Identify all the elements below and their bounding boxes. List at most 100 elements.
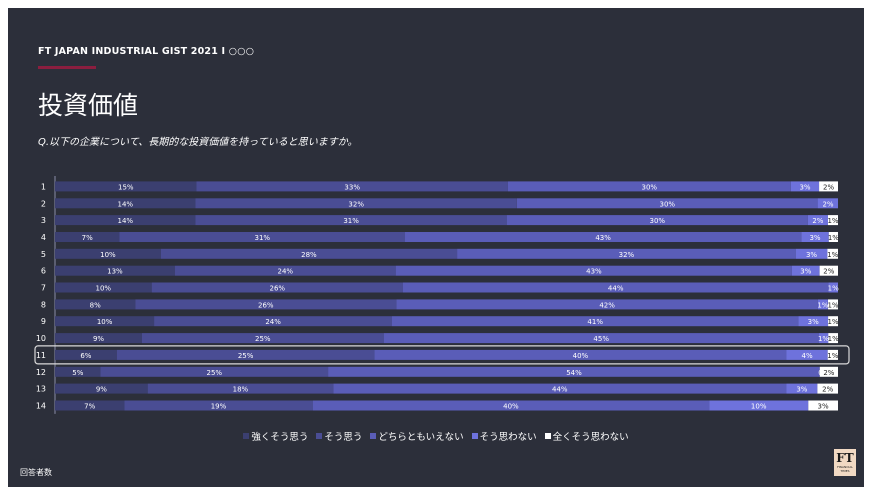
value-label: 9% [93,335,104,343]
value-label: 14% [118,200,134,208]
bar-segment [55,248,161,259]
bar-segment [55,383,148,394]
category-label: 11 [36,351,46,360]
value-label: 45% [593,335,609,343]
bar-segment [798,316,829,327]
value-label: 1% [827,352,838,360]
bar-segment [516,198,818,209]
legend-label: どちらともいえない [378,432,464,443]
value-label: 1% [827,251,838,259]
bar-segment [154,316,392,327]
value-label: 6% [80,352,91,360]
value-label: 3% [796,386,807,394]
category-label: 6 [41,267,46,276]
value-label: 31% [343,217,359,225]
legend-item: そう思わない [471,429,537,443]
bar-segment [801,232,829,242]
respondents-note: 回答者数 [20,468,52,477]
bar-segment [817,299,828,310]
value-label: 10% [100,251,116,259]
legend-label: そう思わない [479,432,537,443]
value-label: 24% [278,268,294,276]
value-label: 26% [258,301,274,309]
category-label: 14 [36,401,46,410]
value-label: 32% [619,251,635,259]
bar-segment [151,282,403,293]
bar-segment [709,400,809,411]
value-label: 10% [97,318,113,326]
value-label: 44% [552,386,568,394]
bar-segment [135,299,397,310]
bar-segment [807,215,828,226]
bar-segment [195,198,517,209]
legend-swatch [316,433,323,439]
value-label: 54% [566,369,582,377]
survey-question: Q.以下の企業について、長期的な投資価値を持っていると思いますか。 [38,137,358,148]
bar-segment [142,333,384,344]
value-label: 30% [660,200,676,208]
value-label: 32% [348,200,364,208]
category-label: 4 [41,233,46,242]
value-label: 3% [818,403,829,411]
value-label: 1% [827,301,838,309]
accent-line [38,66,96,69]
bar-segment [828,333,838,344]
value-label: 30% [650,217,666,225]
bar-segment [55,333,142,344]
category-label: 1 [41,182,46,191]
value-label: 13% [107,268,123,276]
bar-segment [828,299,838,310]
bar-segment [55,349,117,360]
bar-segment [328,366,820,377]
bar-segment [819,265,838,276]
category-label: 13 [36,385,46,394]
value-label: 5% [72,369,83,377]
value-label: 1% [818,335,829,343]
bar-segment [396,299,818,310]
bar-segment [196,181,508,192]
bar-segment [828,282,838,293]
bar-segment [195,215,507,226]
legend-label: 強くそう思う [251,432,309,443]
bar-segment [819,181,838,192]
value-label: 3% [799,183,810,191]
category-label: 10 [36,334,46,343]
bar-segment [828,232,838,242]
value-label: 7% [84,403,95,411]
page-title: 投資価値 [38,91,139,120]
value-label: 25% [207,369,223,377]
value-label: 2% [812,217,823,225]
value-label: 1% [828,285,839,293]
bar-segment [818,333,829,344]
bar-segment [403,282,829,293]
legend-item: 強くそう思う [243,429,308,443]
bar-segment [405,232,802,242]
value-label: 3% [809,234,820,242]
legend-item: そう思う [316,429,362,443]
legend-label: 全くそう思わない [552,432,629,443]
value-label: 2% [822,386,833,394]
category-label: 8 [41,300,46,309]
value-label: 2% [823,183,834,191]
bar-segment [808,400,838,411]
value-label: 2% [823,369,834,377]
value-label: 15% [118,183,134,191]
bar-segment [55,299,136,310]
bar-segment [817,383,838,394]
bar-segment [55,198,196,209]
bar-segment [507,181,791,192]
bar-segment [392,316,799,327]
value-label: 7% [82,234,93,242]
bar-segment [124,400,313,411]
bar-segment [457,248,796,259]
bar-segment [827,248,838,259]
bar-segment [333,383,787,394]
bar-segment [828,215,838,226]
legend-swatch [243,433,250,439]
value-label: 1% [828,335,839,343]
bar-segment [160,248,458,259]
value-label: 28% [301,251,317,259]
value-label: 1% [828,234,839,242]
category-label: 3 [41,216,46,225]
value-label: 40% [573,352,589,360]
